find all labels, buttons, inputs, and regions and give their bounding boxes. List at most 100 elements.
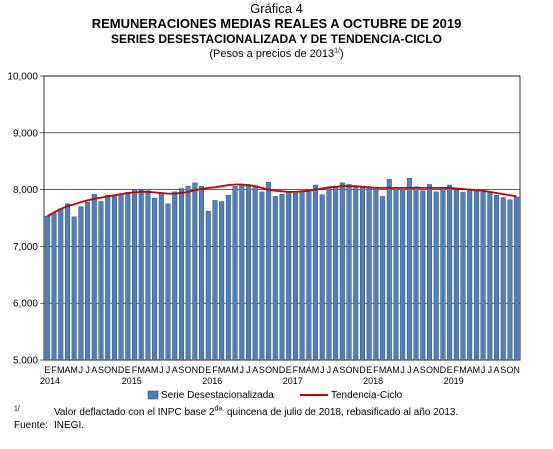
x-tick-label: J bbox=[327, 365, 332, 375]
bar bbox=[158, 193, 164, 361]
x-tick-label: A bbox=[225, 365, 231, 375]
bar bbox=[78, 206, 84, 361]
legend-bar-label: Serie Desestacionalizada bbox=[161, 390, 274, 401]
bar bbox=[433, 191, 439, 361]
year-label: 2019 bbox=[444, 376, 464, 386]
x-tick-label: D bbox=[118, 365, 125, 375]
bar bbox=[64, 203, 70, 361]
x-tick-label: A bbox=[91, 365, 97, 375]
x-tick-label: M bbox=[312, 365, 320, 375]
bar bbox=[507, 199, 513, 361]
bar bbox=[272, 196, 278, 361]
x-tick-label: E bbox=[447, 365, 453, 375]
x-tick-label: M bbox=[137, 365, 145, 375]
bar bbox=[440, 187, 446, 361]
footnote-superscript: da. bbox=[214, 405, 225, 413]
x-tick-label: M bbox=[231, 365, 239, 375]
bar bbox=[219, 201, 225, 361]
bar bbox=[205, 210, 211, 361]
bar bbox=[487, 191, 493, 361]
year-label: 2018 bbox=[363, 376, 383, 386]
bar bbox=[165, 203, 171, 361]
bar bbox=[480, 191, 486, 361]
x-tick-label: M bbox=[392, 365, 400, 375]
x-tick-label: M bbox=[473, 365, 481, 375]
x-tick-label: O bbox=[506, 365, 513, 375]
bar bbox=[406, 178, 412, 361]
bar bbox=[85, 201, 91, 361]
bar bbox=[400, 189, 406, 361]
y-tick-label: 10,000 bbox=[7, 72, 38, 83]
bar bbox=[125, 192, 131, 361]
bar bbox=[105, 195, 111, 361]
bar bbox=[494, 195, 500, 361]
footnote-text-post: quincena de julio de 2018, rebasificado … bbox=[224, 407, 459, 418]
x-tick-label: A bbox=[494, 365, 500, 375]
x-tick-label: M bbox=[57, 365, 65, 375]
bar bbox=[239, 184, 245, 361]
x-tick-label: D bbox=[279, 365, 286, 375]
bar bbox=[145, 190, 151, 361]
bar bbox=[225, 195, 231, 361]
chart-subtitle: SERIES DESESTACIONALIZADA Y DE TENDENCIA… bbox=[111, 32, 442, 46]
x-tick-label: E bbox=[125, 365, 131, 375]
units-superscript: 1/ bbox=[334, 47, 340, 55]
bar bbox=[252, 185, 258, 361]
bar bbox=[333, 186, 339, 361]
bar bbox=[152, 197, 158, 361]
bar bbox=[514, 196, 520, 361]
legend-bar-swatch bbox=[147, 390, 159, 400]
bar bbox=[172, 191, 178, 361]
units-prefix: (Pesos a precios de 2013 bbox=[209, 48, 335, 60]
chart-units: (Pesos a precios de 20131/) bbox=[0, 47, 553, 61]
x-tick-label: F bbox=[51, 365, 57, 375]
bar bbox=[118, 193, 124, 361]
footnote-mark: 1/ bbox=[14, 405, 20, 413]
x-tick-label: N bbox=[513, 365, 520, 375]
bar bbox=[453, 189, 459, 361]
x-tick-label: M bbox=[151, 365, 159, 375]
y-tick-label: 9,000 bbox=[13, 128, 38, 139]
year-label: 2014 bbox=[40, 376, 60, 386]
x-tick-label: O bbox=[346, 365, 353, 375]
year-label: 2017 bbox=[283, 376, 303, 386]
x-tick-label: S bbox=[339, 365, 345, 375]
x-tick-label: E bbox=[286, 365, 292, 375]
x-tick-label: J bbox=[400, 365, 405, 375]
x-tick-label: N bbox=[192, 365, 199, 375]
bar bbox=[212, 200, 218, 361]
x-tick-label: J bbox=[240, 365, 245, 375]
x-tick-label: D bbox=[359, 365, 366, 375]
x-tick-label: E bbox=[366, 365, 372, 375]
x-tick-label: A bbox=[252, 365, 258, 375]
bar bbox=[299, 191, 305, 361]
bar bbox=[98, 201, 104, 361]
bar bbox=[132, 189, 137, 361]
x-tick-label: J bbox=[85, 365, 90, 375]
bar bbox=[51, 212, 57, 361]
bar bbox=[91, 193, 97, 361]
bar bbox=[500, 197, 506, 361]
x-tick-label: O bbox=[265, 365, 272, 375]
bar bbox=[58, 208, 64, 361]
x-tick-label: S bbox=[420, 365, 426, 375]
x-tick-label: F bbox=[454, 365, 460, 375]
bar bbox=[420, 190, 426, 361]
x-tick-label: N bbox=[352, 365, 359, 375]
chart-title: REMUNERACIONES MEDIAS REALES A OCTUBRE D… bbox=[91, 16, 462, 31]
bar bbox=[339, 182, 345, 361]
bar bbox=[467, 189, 473, 361]
bar bbox=[427, 184, 432, 361]
x-tick-label: F bbox=[293, 365, 299, 375]
chart-number: Gráfica 4 bbox=[250, 1, 303, 16]
source-note: Fuente: INEGI. bbox=[14, 420, 84, 432]
x-tick-label: O bbox=[185, 365, 192, 375]
x-tick-label: F bbox=[132, 365, 138, 375]
y-tick-label: 6,000 bbox=[13, 299, 38, 310]
bar bbox=[313, 184, 319, 361]
bar bbox=[259, 191, 265, 361]
x-tick-label: D bbox=[440, 365, 447, 375]
source-text: INEGI. bbox=[54, 420, 85, 431]
x-tick-label: J bbox=[246, 365, 251, 375]
legend-line-label: Tendencia-Ciclo bbox=[331, 390, 403, 401]
